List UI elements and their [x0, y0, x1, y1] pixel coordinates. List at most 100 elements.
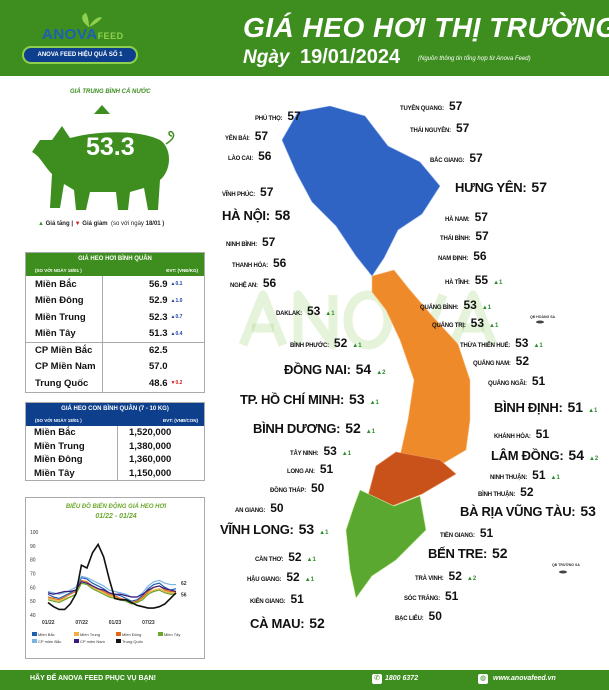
x-tick-label: 07/23 — [142, 620, 155, 626]
national-average-value: 53.3 — [86, 133, 135, 161]
province-price: 51 — [445, 589, 459, 603]
y-tick-label: 80 — [30, 558, 36, 564]
province-label: Kiên Giang: 51 — [250, 592, 309, 606]
province-label: Đồng Tháp: 50 — [270, 481, 329, 495]
province-change: ▲2 — [376, 370, 386, 376]
province-price: 57 — [455, 121, 470, 135]
table-row: Trung Quốc 48.6 ▼0.2 — [26, 375, 204, 392]
province-price: 57 — [531, 179, 547, 195]
province-price: 54 — [568, 447, 584, 463]
map-region-southeast — [367, 451, 457, 507]
price-change: ▲1.0 — [170, 297, 183, 304]
province-price: 53 — [349, 391, 365, 407]
province-name: Trà Vinh: — [415, 576, 444, 582]
legend-swatch — [32, 639, 37, 643]
price: 57.0 — [149, 361, 168, 373]
province-label: Thái Nguyên: 57 — [410, 121, 474, 135]
province-price: 57 — [448, 99, 463, 113]
province-name: Bà Rịa Vũng Tàu: — [460, 504, 576, 519]
price-trend-chart: BIỂU ĐỒ BIẾN ĐỘNG GIÁ HEO HƠI 01/22 - 01… — [25, 497, 205, 659]
province-price: 52 — [448, 569, 462, 583]
province-name: Vĩnh Phúc: — [222, 192, 256, 198]
province-name: Bắc Giang: — [430, 158, 465, 164]
province-name: Nghệ An: — [230, 283, 258, 289]
province-price: 56 — [258, 149, 272, 163]
province-label: TP. Hồ Chí Minh: 53 ▲1 — [240, 391, 379, 407]
series-line-cp-miền-nam — [47, 581, 177, 598]
table-row: CP Miền Bắc 62.5 — [26, 342, 204, 359]
hotline[interactable]: 1800 6372 — [385, 675, 419, 682]
province-label: Bình Dương: 52 ▲1 — [253, 420, 375, 436]
province-name: Daklak: — [276, 311, 302, 317]
province-name: Bến Tre: — [428, 546, 487, 561]
province-change: ▲1 — [319, 530, 329, 536]
province-label: An Giang: 50 — [235, 501, 289, 515]
table-row: CP Miền Nam 57.0 — [26, 358, 204, 375]
price: 1,380,000 — [129, 440, 172, 452]
price: 1,360,000 — [129, 454, 172, 466]
province-name: Quảng Trị: — [432, 323, 466, 329]
province-label: Phú Thọ: 57 — [255, 109, 306, 123]
price: 1,520,000 — [129, 427, 172, 439]
legend-label: CP miền Bắc — [38, 639, 61, 644]
province-name: Đồng Nai: — [284, 362, 351, 377]
province-label: Cần Thơ: 52 ▲1 — [255, 550, 316, 564]
province-change: ▲2 — [588, 456, 599, 462]
province-price: 56 — [273, 256, 287, 270]
region-name: Trung Quốc — [26, 375, 103, 392]
globe-icon: ◍ — [478, 674, 488, 684]
province-label: Lào Cai: 56 — [228, 149, 276, 163]
province-name: Tây Ninh: — [290, 451, 319, 457]
province-change: ▲1 — [588, 408, 598, 414]
province-name: Vĩnh Long: — [220, 522, 294, 537]
province-change: ▲1 — [369, 400, 379, 406]
province-name: Bình Thuận: — [478, 492, 516, 498]
province-label: Quảng Bình: 53 ▲1 — [420, 298, 492, 312]
chart-plot: 100 90 80 70 60 50 40 01/22 07/22 01/23 07/23 Miền … — [30, 530, 187, 644]
region-name: Miền Tây — [26, 325, 103, 342]
province-change: ▲2 — [466, 576, 477, 582]
table-row: Miền Bắc 1,520,000 — [26, 426, 204, 440]
province-price: 51 — [567, 399, 584, 415]
legend-swatch — [74, 639, 79, 643]
province-label: Lâm Đồng: 54 ▲2 — [491, 447, 599, 463]
website-link[interactable]: www.anovafeed.vn — [493, 675, 556, 682]
province-price: 56 — [473, 249, 487, 263]
province-name: Lào Cai: — [228, 156, 254, 162]
province-label: Bình Thuận: 52 — [478, 485, 539, 499]
province-change: ▲1 — [306, 557, 316, 563]
province-name: Hà Nội: — [222, 208, 270, 223]
province-change: ▲1 — [352, 343, 362, 349]
chart-subtitle: 01/22 - 01/24 — [95, 513, 137, 520]
hoang-sa-island — [536, 320, 544, 324]
province-price: 52 — [286, 570, 300, 584]
province-label: Vĩnh Phúc: 57 — [222, 185, 278, 199]
table-row: Miền Trung 1,380,000 — [26, 439, 204, 453]
hoang-sa-label: QĐ HOÀNG SA — [530, 315, 556, 319]
province-change: ▲1 — [304, 577, 314, 583]
province-name: Cần Thơ: — [255, 557, 284, 563]
price: 52.3 — [149, 311, 168, 323]
province-name: Kiên Giang: — [250, 599, 286, 605]
province-label: Bà Rịa Vũng Tàu: 53 — [460, 503, 601, 519]
province-label: Thanh Hóa: 56 — [232, 256, 291, 270]
phone-icon: ✆ — [372, 674, 382, 684]
table-row: Miền Đông 1,360,000 — [26, 453, 204, 467]
province-change: ▲1 — [489, 323, 499, 329]
province-name: Quảng Nam: — [473, 361, 511, 367]
province-price: 52 — [492, 545, 508, 561]
province-label: Khánh Hòa: 51 — [494, 427, 554, 441]
province-price: 57 — [254, 129, 269, 143]
region-name: CP Miền Bắc — [26, 343, 103, 359]
piglet-price-table: GIÁ HEO CON BÌNH QUÂN (7 - 10 KG) (SO VỚ… — [25, 402, 205, 481]
province-label: Daklak: 53 ▲1 — [276, 304, 335, 318]
province-change: ▲1 — [481, 305, 492, 311]
province-name: Sóc Trăng: — [404, 596, 440, 602]
province-price: 53 — [463, 298, 477, 312]
price: 51.3 — [149, 328, 168, 340]
province-label: Bạc Liêu: 50 — [395, 609, 447, 623]
legend-label: CP miền Nam — [80, 639, 105, 644]
table-row: Miền Đông 52.9 ▲1.0 — [26, 292, 204, 309]
province-label: Nam Định: 56 — [438, 249, 492, 263]
province-name: Ninh Bình: — [226, 242, 257, 248]
